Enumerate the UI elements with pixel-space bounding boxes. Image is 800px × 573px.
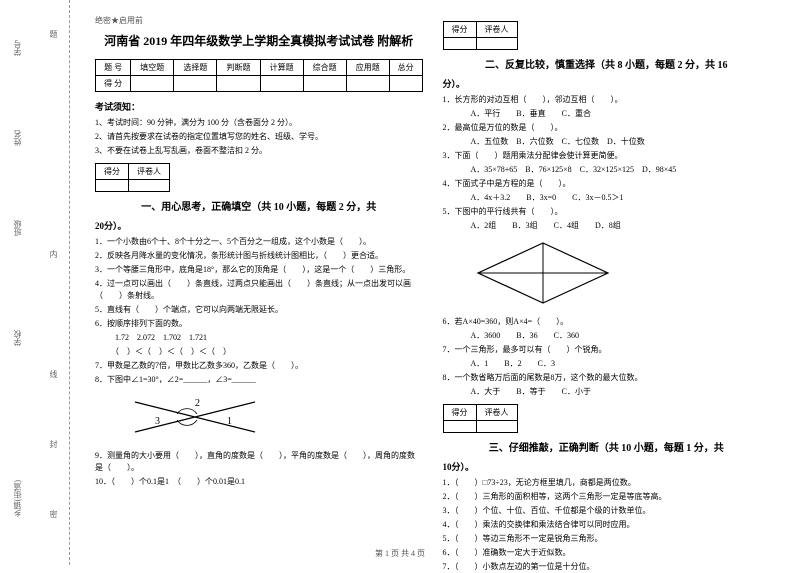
section3-title: 三、仔细推敲，正确判断（共 10 小题，每题 1 分，共 <box>443 439 771 454</box>
marker-table: 得分评卷人 <box>443 404 518 433</box>
dash-text: 内 <box>48 250 59 258</box>
marker-table: 得分评卷人 <box>443 21 518 50</box>
mt-c1: 得分 <box>443 405 476 421</box>
mt-c2: 评卷人 <box>476 22 517 38</box>
row-label: 得 分 <box>96 76 131 92</box>
bind-label: 姓名 <box>12 130 23 146</box>
mt-c1: 得分 <box>96 163 129 179</box>
th: 题 号 <box>96 60 131 76</box>
bind-label: 学校 <box>12 330 23 346</box>
q: 4．（ ）乘法的交换律和乘法结合律可以同时应用。 <box>443 519 771 531</box>
cell <box>303 76 346 92</box>
section2-tail: 分）。 <box>443 77 771 90</box>
left-column: 绝密★启用前 河南省 2019 年四年级数学上学期全真模拟考试试卷 附解析 题 … <box>85 15 433 555</box>
q: 1.72 2.072 1.702 1.721 <box>95 332 423 344</box>
q: 4．下面式子中是方程的是（ ）。 <box>443 178 771 190</box>
th: 计算题 <box>260 60 303 76</box>
dash-text: 题 <box>48 30 59 38</box>
q: A．1 B．2 C．3 <box>443 358 771 370</box>
q: 7．（ ）小数点左边的第一位是十分位。 <box>443 561 771 573</box>
q: 9．测量角的大小要用（ ），直角的度数是（ ），平角的度数是（ ），周角的度数是… <box>95 450 423 474</box>
cell <box>96 179 129 191</box>
svg-text:2: 2 <box>195 398 200 409</box>
section2-title: 二、反复比较，慎重选择（共 8 小题，每题 2 分，共 16 <box>443 56 771 71</box>
q: 8．下图中∠1=30°，∠2=______，∠3=______ <box>95 374 423 386</box>
bind-label: 班级 <box>12 220 23 236</box>
notice: 1、考试时间：90 分钟，满分为 100 分（含卷面分 2 分）。 <box>95 117 423 128</box>
notice-title: 考试须知： <box>95 100 423 113</box>
q: 7．一个三角形，最多可以有（ ）个锐角。 <box>443 344 771 356</box>
q: A．2组 B．3组 C．4组 D．8组 <box>443 220 771 232</box>
section3-tail: 10分）。 <box>443 460 771 473</box>
th: 综合题 <box>303 60 346 76</box>
th: 总分 <box>389 60 422 76</box>
section1-title: 一、用心思考，正确填空（共 10 小题，每题 2 分，共 <box>95 198 423 213</box>
q: A．大于 B．等于 C．小于 <box>443 386 771 398</box>
cell <box>389 76 422 92</box>
binding-margin: 学号 姓名 班级 学校 乡镇(街道) 题 内 线 封 密 <box>0 0 70 565</box>
dash-text: 密 <box>48 510 59 518</box>
cell <box>174 76 217 92</box>
section1-tail: 20分）。 <box>95 219 423 232</box>
bind-label: 乡镇(街道) <box>12 480 23 517</box>
right-column: 得分评卷人 二、反复比较，慎重选择（共 8 小题，每题 2 分，共 16 分）。… <box>433 15 781 555</box>
secrecy-label: 绝密★启用前 <box>95 15 423 26</box>
q: 8．一个数省略万后面的尾数是8万，这个数的最大位数。 <box>443 372 771 384</box>
cell <box>129 179 170 191</box>
q: 2．最高位是万位的数是（ ）。 <box>443 122 771 134</box>
svg-text:3: 3 <box>155 416 160 427</box>
q: 2．反映各月降水量的变化情况，条形统计图与折线统计图相比，（ ）更合适。 <box>95 250 423 262</box>
cell <box>476 421 517 433</box>
q: 3．一个等腰三角形中，底角是18°，那么它的顶角是（ ），这是一个（ ）三角形。 <box>95 264 423 276</box>
q: 1．长方形的对边互相（ ），邻边互相（ ）。 <box>443 94 771 106</box>
q: A．五位数 B．六位数 C．七位数 D．十位数 <box>443 136 771 148</box>
q: A．35×78+65 B．76×125×8 C．32×125×125 D．98×… <box>443 164 771 176</box>
marker-table: 得分评卷人 <box>95 163 170 192</box>
notice: 3、不要在试卷上乱写乱画，卷面不整洁扣 2 分。 <box>95 145 423 156</box>
exam-title: 河南省 2019 年四年级数学上学期全真模拟考试试卷 附解析 <box>95 32 423 49</box>
q: 5．（ ）等边三角形不一定是锐角三角形。 <box>443 533 771 545</box>
q: 3．下面（ ）题用乘法分配律会使计算更简便。 <box>443 150 771 162</box>
q: 6．按顺序排列下面的数。 <box>95 318 423 330</box>
q: 6．（ ）准确数一定大于近似数。 <box>443 547 771 559</box>
score-table: 题 号 填空题 选择题 判断题 计算题 综合题 应用题 总分 得 分 <box>95 59 423 92</box>
cell <box>443 421 476 433</box>
th: 填空题 <box>131 60 174 76</box>
q: 3．（ ）个位、十位、百位、千位都是个级的计数单位。 <box>443 505 771 517</box>
th: 应用题 <box>346 60 389 76</box>
q: A．平行 B．垂直 C．重合 <box>443 108 771 120</box>
bind-label: 学号 <box>12 40 23 56</box>
q: 2．（ ）三角形的面积相等，这两个三角形一定是等底等高。 <box>443 491 771 503</box>
th: 选择题 <box>174 60 217 76</box>
q: 1．一个小数由6个十、8个十分之一、5个百分之一组成，这个小数是（ ）。 <box>95 236 423 248</box>
q: A．4x＋3.2 B．3x=0 C．3x－0.5＞1 <box>443 192 771 204</box>
mt-c1: 得分 <box>443 22 476 38</box>
cell <box>217 76 260 92</box>
q: 6．若A×40=360，则A×4=（ ）。 <box>443 316 771 328</box>
q: 1．（ ）□73÷23，无论方框里填几，商都是两位数。 <box>443 477 771 489</box>
cell <box>346 76 389 92</box>
q: 10．（ ）个0.1是1 （ ）个0.01是0.1 <box>95 476 423 488</box>
th: 判断题 <box>217 60 260 76</box>
q: 4．过一点可以画出（ ）条直线，过两点只能画出（ ）条直线；从一点出发可以画（ … <box>95 278 423 302</box>
q: 5．直线有（ ）个端点，它可以向两端无限延长。 <box>95 304 423 316</box>
content-columns: 绝密★启用前 河南省 2019 年四年级数学上学期全真模拟考试试卷 附解析 题 … <box>70 0 800 565</box>
mt-c2: 评卷人 <box>476 405 517 421</box>
q: 7．甲数是乙数的7倍，甲数比乙数多360，乙数是（ ）。 <box>95 360 423 372</box>
dash-text: 封 <box>48 440 59 448</box>
q: A．3600 B．36 C．360 <box>443 330 771 342</box>
cell <box>443 38 476 50</box>
notice: 2、请首先按要求在试卷的指定位置填写您的姓名、班级、学号。 <box>95 131 423 142</box>
mt-c2: 评卷人 <box>129 163 170 179</box>
cell <box>260 76 303 92</box>
diamond-diagram <box>473 238 613 308</box>
page-footer: 第 1 页 共 4 页 <box>375 548 425 559</box>
cell <box>476 38 517 50</box>
cell <box>131 76 174 92</box>
svg-text:1: 1 <box>227 416 232 427</box>
q: （ ）＜（ ）＜（ ）＜（ ） <box>95 346 423 358</box>
angle-diagram: 2 3 1 <box>125 392 265 442</box>
dash-text: 线 <box>48 370 59 378</box>
q: 5．下图中的平行线共有（ ）。 <box>443 206 771 218</box>
